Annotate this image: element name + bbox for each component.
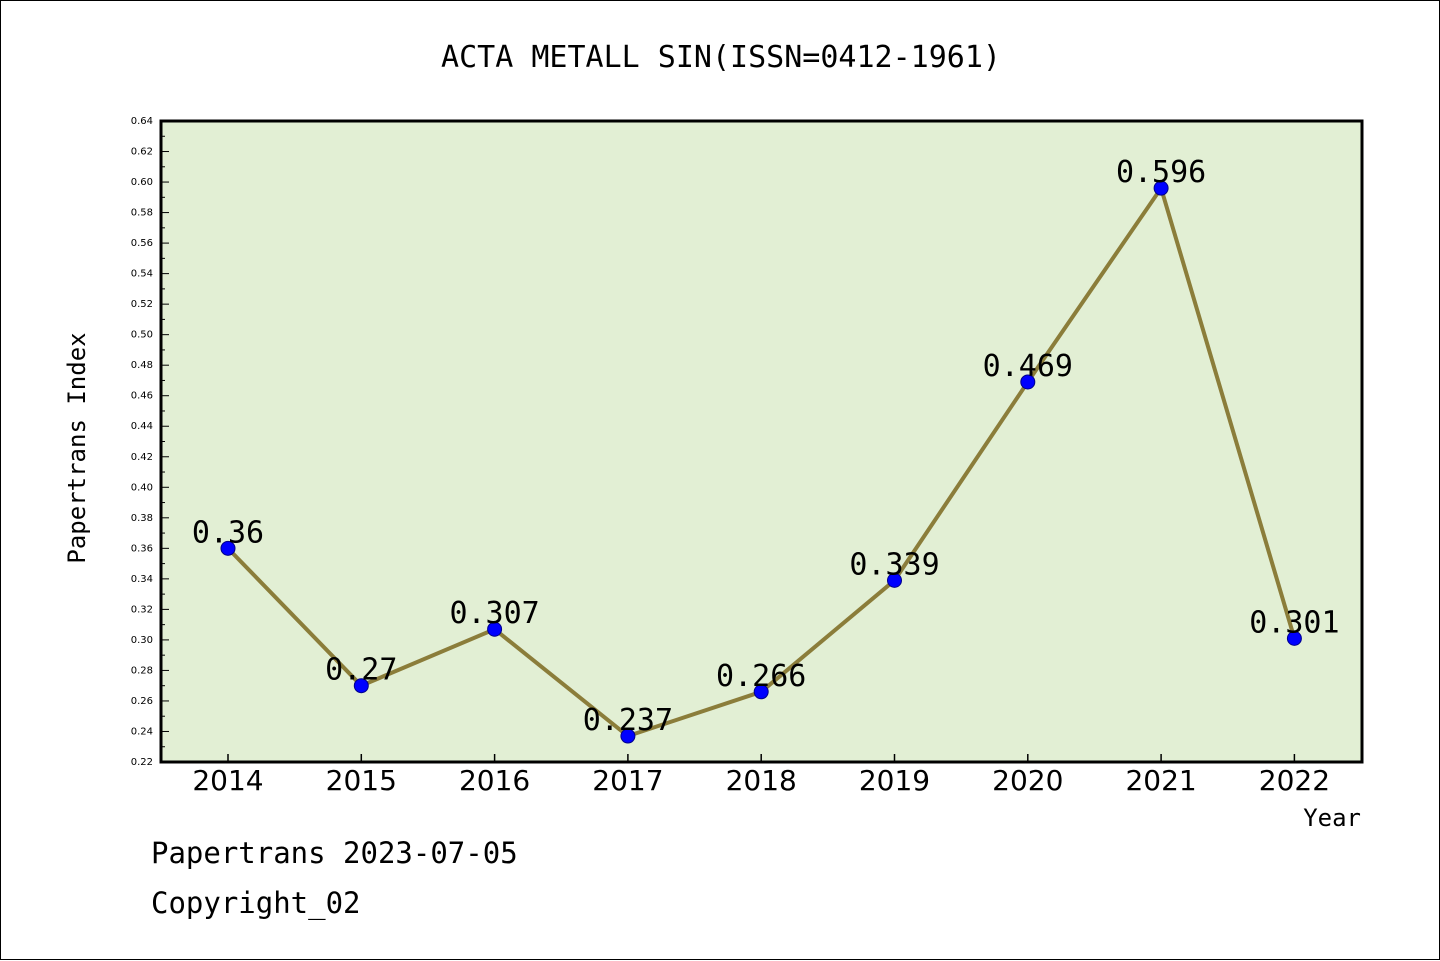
data-label: 0.237 bbox=[583, 703, 673, 738]
y-tick-label: 0.28 bbox=[131, 665, 153, 676]
y-tick-label: 0.56 bbox=[131, 238, 153, 249]
data-label: 0.307 bbox=[449, 596, 539, 631]
y-tick-label: 0.64 bbox=[131, 116, 153, 127]
x-tick-label: 2020 bbox=[992, 764, 1063, 797]
data-label: 0.596 bbox=[1116, 155, 1206, 190]
y-axis-title: Papertrans Index bbox=[63, 332, 91, 563]
y-tick-label: 0.42 bbox=[131, 452, 153, 463]
x-tick-label: 2017 bbox=[592, 764, 663, 797]
data-label: 0.27 bbox=[325, 653, 397, 688]
x-tick-label: 2022 bbox=[1259, 764, 1330, 797]
data-point-marker bbox=[1153, 180, 1169, 196]
y-tick-label: 0.22 bbox=[131, 757, 153, 768]
y-tick-label: 0.32 bbox=[131, 604, 153, 615]
y-axis: 0.22 0.24 0.26 0.28 0.30 0.32 0.34 0.36 0.38 0.40… bbox=[131, 116, 169, 768]
y-tick-label: 0.62 bbox=[131, 147, 153, 158]
data-point-marker bbox=[620, 728, 636, 744]
y-tick-label: 0.24 bbox=[131, 726, 153, 737]
data-label: 0.469 bbox=[983, 349, 1073, 384]
y-tick-label: 0.38 bbox=[131, 513, 153, 524]
y-tick-label: 0.48 bbox=[131, 360, 153, 371]
data-label: 0.266 bbox=[716, 659, 806, 694]
x-axis: 2014 2015 2016 2017 2018 2019 2020 2021 2022 bbox=[192, 754, 1330, 797]
x-tick-label: 2018 bbox=[726, 764, 797, 797]
data-point-marker bbox=[353, 678, 369, 694]
footer-date-text: Papertrans 2023-07-05 bbox=[151, 836, 518, 870]
y-tick-label: 0.36 bbox=[131, 543, 153, 554]
x-tick-label: 2016 bbox=[459, 764, 530, 797]
data-label: 0.36 bbox=[192, 515, 264, 550]
data-point-marker bbox=[220, 540, 236, 556]
x-axis-title: Year bbox=[1303, 804, 1361, 832]
data-point-marker bbox=[1020, 374, 1036, 390]
data-point-marker bbox=[887, 572, 902, 588]
y-tick-label: 0.26 bbox=[131, 696, 153, 707]
data-point-marker bbox=[487, 621, 503, 637]
y-tick-label: 0.60 bbox=[131, 177, 153, 188]
x-tick-label: 2014 bbox=[192, 764, 263, 797]
y-tick-label: 0.54 bbox=[131, 269, 153, 280]
x-tick-label: 2015 bbox=[326, 764, 397, 797]
y-tick-label: 0.44 bbox=[131, 421, 153, 432]
plot-area bbox=[159, 119, 1364, 764]
y-tick-label: 0.40 bbox=[131, 482, 153, 493]
data-point-marker bbox=[1286, 630, 1302, 646]
y-tick-label: 0.34 bbox=[131, 574, 153, 585]
x-tick-label: 2021 bbox=[1125, 764, 1196, 797]
series-group: 0.36 0.27 0.307 0.237 0.266 0.339 0.469 0.596 0.… bbox=[192, 155, 1340, 744]
y-tick-label: 0.58 bbox=[131, 208, 153, 219]
footer-copyright-text: Copyright_02 bbox=[151, 886, 361, 920]
x-tick-label: 2019 bbox=[859, 764, 930, 797]
y-tick-label: 0.52 bbox=[131, 299, 153, 310]
data-label: 0.301 bbox=[1249, 605, 1339, 640]
y-tick-label: 0.50 bbox=[131, 330, 153, 341]
chart-title: ACTA METALL SIN(ISSN=0412-1961) bbox=[441, 40, 1001, 75]
data-point-marker bbox=[753, 684, 769, 700]
data-label: 0.339 bbox=[849, 547, 939, 582]
y-tick-label: 0.30 bbox=[131, 635, 153, 646]
y-tick-label: 0.46 bbox=[131, 391, 153, 402]
